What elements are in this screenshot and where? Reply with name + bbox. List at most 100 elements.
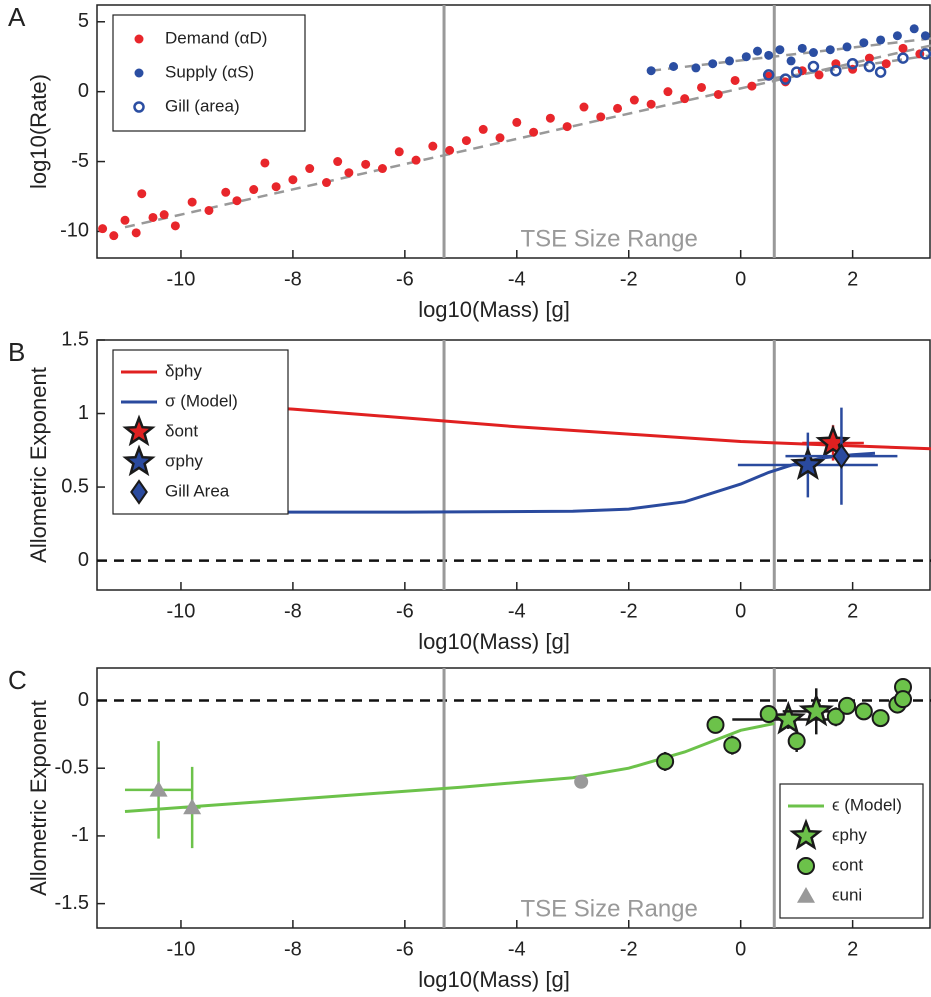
x-tick-label: 2 [847, 938, 858, 960]
circle-marker [825, 45, 835, 55]
circle-marker [892, 31, 902, 41]
star-marker [122, 444, 156, 477]
circle-marker [759, 705, 778, 724]
panel-label: A [8, 2, 26, 32]
circle-marker [271, 182, 281, 192]
x-tick-label: -2 [620, 268, 638, 290]
circle-marker [461, 136, 471, 146]
circle-marker [478, 124, 488, 134]
circle-marker [613, 103, 623, 113]
open-circle-marker [863, 60, 876, 73]
x-tick-label: -8 [284, 938, 302, 960]
circle-marker [713, 89, 723, 99]
circle-marker [109, 231, 119, 241]
circle-marker [881, 59, 891, 69]
plot-area [97, 340, 931, 590]
circle-marker [159, 210, 169, 220]
circle-marker [826, 707, 845, 726]
x-tick-label: -4 [508, 938, 526, 960]
circle-marker [787, 732, 806, 751]
circle-marker [909, 24, 919, 34]
circle-marker [752, 46, 762, 56]
circle-marker [170, 221, 180, 231]
star-marker [122, 414, 156, 447]
circle-marker [646, 66, 656, 76]
circle-marker [187, 197, 197, 207]
plot-frame [96, 339, 931, 591]
circle-marker [394, 147, 404, 157]
x-tick-label: -2 [620, 600, 638, 622]
open-circle-marker [830, 64, 842, 77]
open-circle-marker [874, 66, 887, 78]
circle-marker [411, 155, 421, 165]
circle-marker [562, 122, 572, 132]
x-axis-label: log10(Mass) [g] [418, 297, 570, 322]
legend-label: δphy [165, 361, 202, 380]
circle-marker [495, 133, 505, 143]
open-circle-marker [762, 69, 775, 81]
legend-label: Gill (area) [165, 96, 240, 115]
legend-label: σphy [165, 451, 203, 470]
line [124, 722, 775, 813]
open-circle-marker [133, 101, 145, 113]
circle-marker [786, 56, 796, 66]
circle-marker [775, 45, 785, 55]
open-circle-marker [919, 48, 931, 60]
triangle-marker [183, 798, 202, 815]
star-marker [798, 692, 834, 727]
circle-marker [512, 117, 522, 127]
x-tick-label: -6 [396, 600, 414, 622]
legend-label: σ (Model) [165, 391, 238, 410]
circle-marker [898, 43, 908, 53]
circle-marker [529, 127, 539, 137]
open-circle-marker [846, 57, 859, 70]
x-tick-label: -6 [396, 268, 414, 290]
circle-marker [854, 702, 873, 721]
circle-marker [656, 752, 675, 771]
circle-marker [377, 164, 387, 174]
y-tick-label: 5 [78, 10, 89, 32]
x-tick-label: 2 [847, 600, 858, 622]
circle-marker [445, 145, 455, 155]
triangle-marker [149, 780, 168, 797]
circle-marker [120, 215, 130, 225]
x-tick-label: -10 [167, 600, 196, 622]
line [757, 54, 931, 82]
diamond-marker [832, 443, 851, 469]
y-tick-label: -1 [71, 824, 89, 846]
x-tick-label: -4 [508, 600, 526, 622]
circle-marker [894, 690, 913, 709]
circle-marker [797, 43, 807, 53]
circle-marker [574, 774, 589, 789]
x-tick-label: -10 [167, 938, 196, 960]
y-axis-label: Allometric Exponent [26, 700, 51, 896]
open-circle-marker [790, 66, 803, 78]
y-tick-label: -0.5 [55, 756, 89, 778]
circle-marker [629, 95, 639, 105]
open-circle-marker [807, 60, 820, 73]
panel-label: B [8, 337, 25, 367]
triangle-marker [797, 887, 815, 903]
circle-marker [361, 159, 371, 169]
x-tick-label: 2 [847, 268, 858, 290]
circle-marker [920, 31, 930, 41]
circle-marker [724, 56, 734, 66]
circle-marker [708, 59, 718, 69]
circle-marker [288, 175, 298, 185]
circle-marker [131, 228, 141, 238]
y-axis-label: log10(Rate) [26, 74, 51, 189]
circle-marker [134, 34, 144, 44]
circle-marker [723, 736, 742, 755]
circle-marker [579, 102, 589, 112]
legend-box [112, 14, 306, 132]
circle-marker [305, 164, 315, 174]
circle-marker [842, 42, 852, 52]
circle-marker [669, 62, 679, 72]
y-tick-label: 1.5 [61, 328, 89, 350]
legend-label: ϵont [832, 855, 863, 874]
circle-marker [797, 857, 815, 875]
circle-marker [859, 38, 869, 48]
circle-marker [98, 224, 108, 234]
circle-marker [221, 187, 231, 197]
